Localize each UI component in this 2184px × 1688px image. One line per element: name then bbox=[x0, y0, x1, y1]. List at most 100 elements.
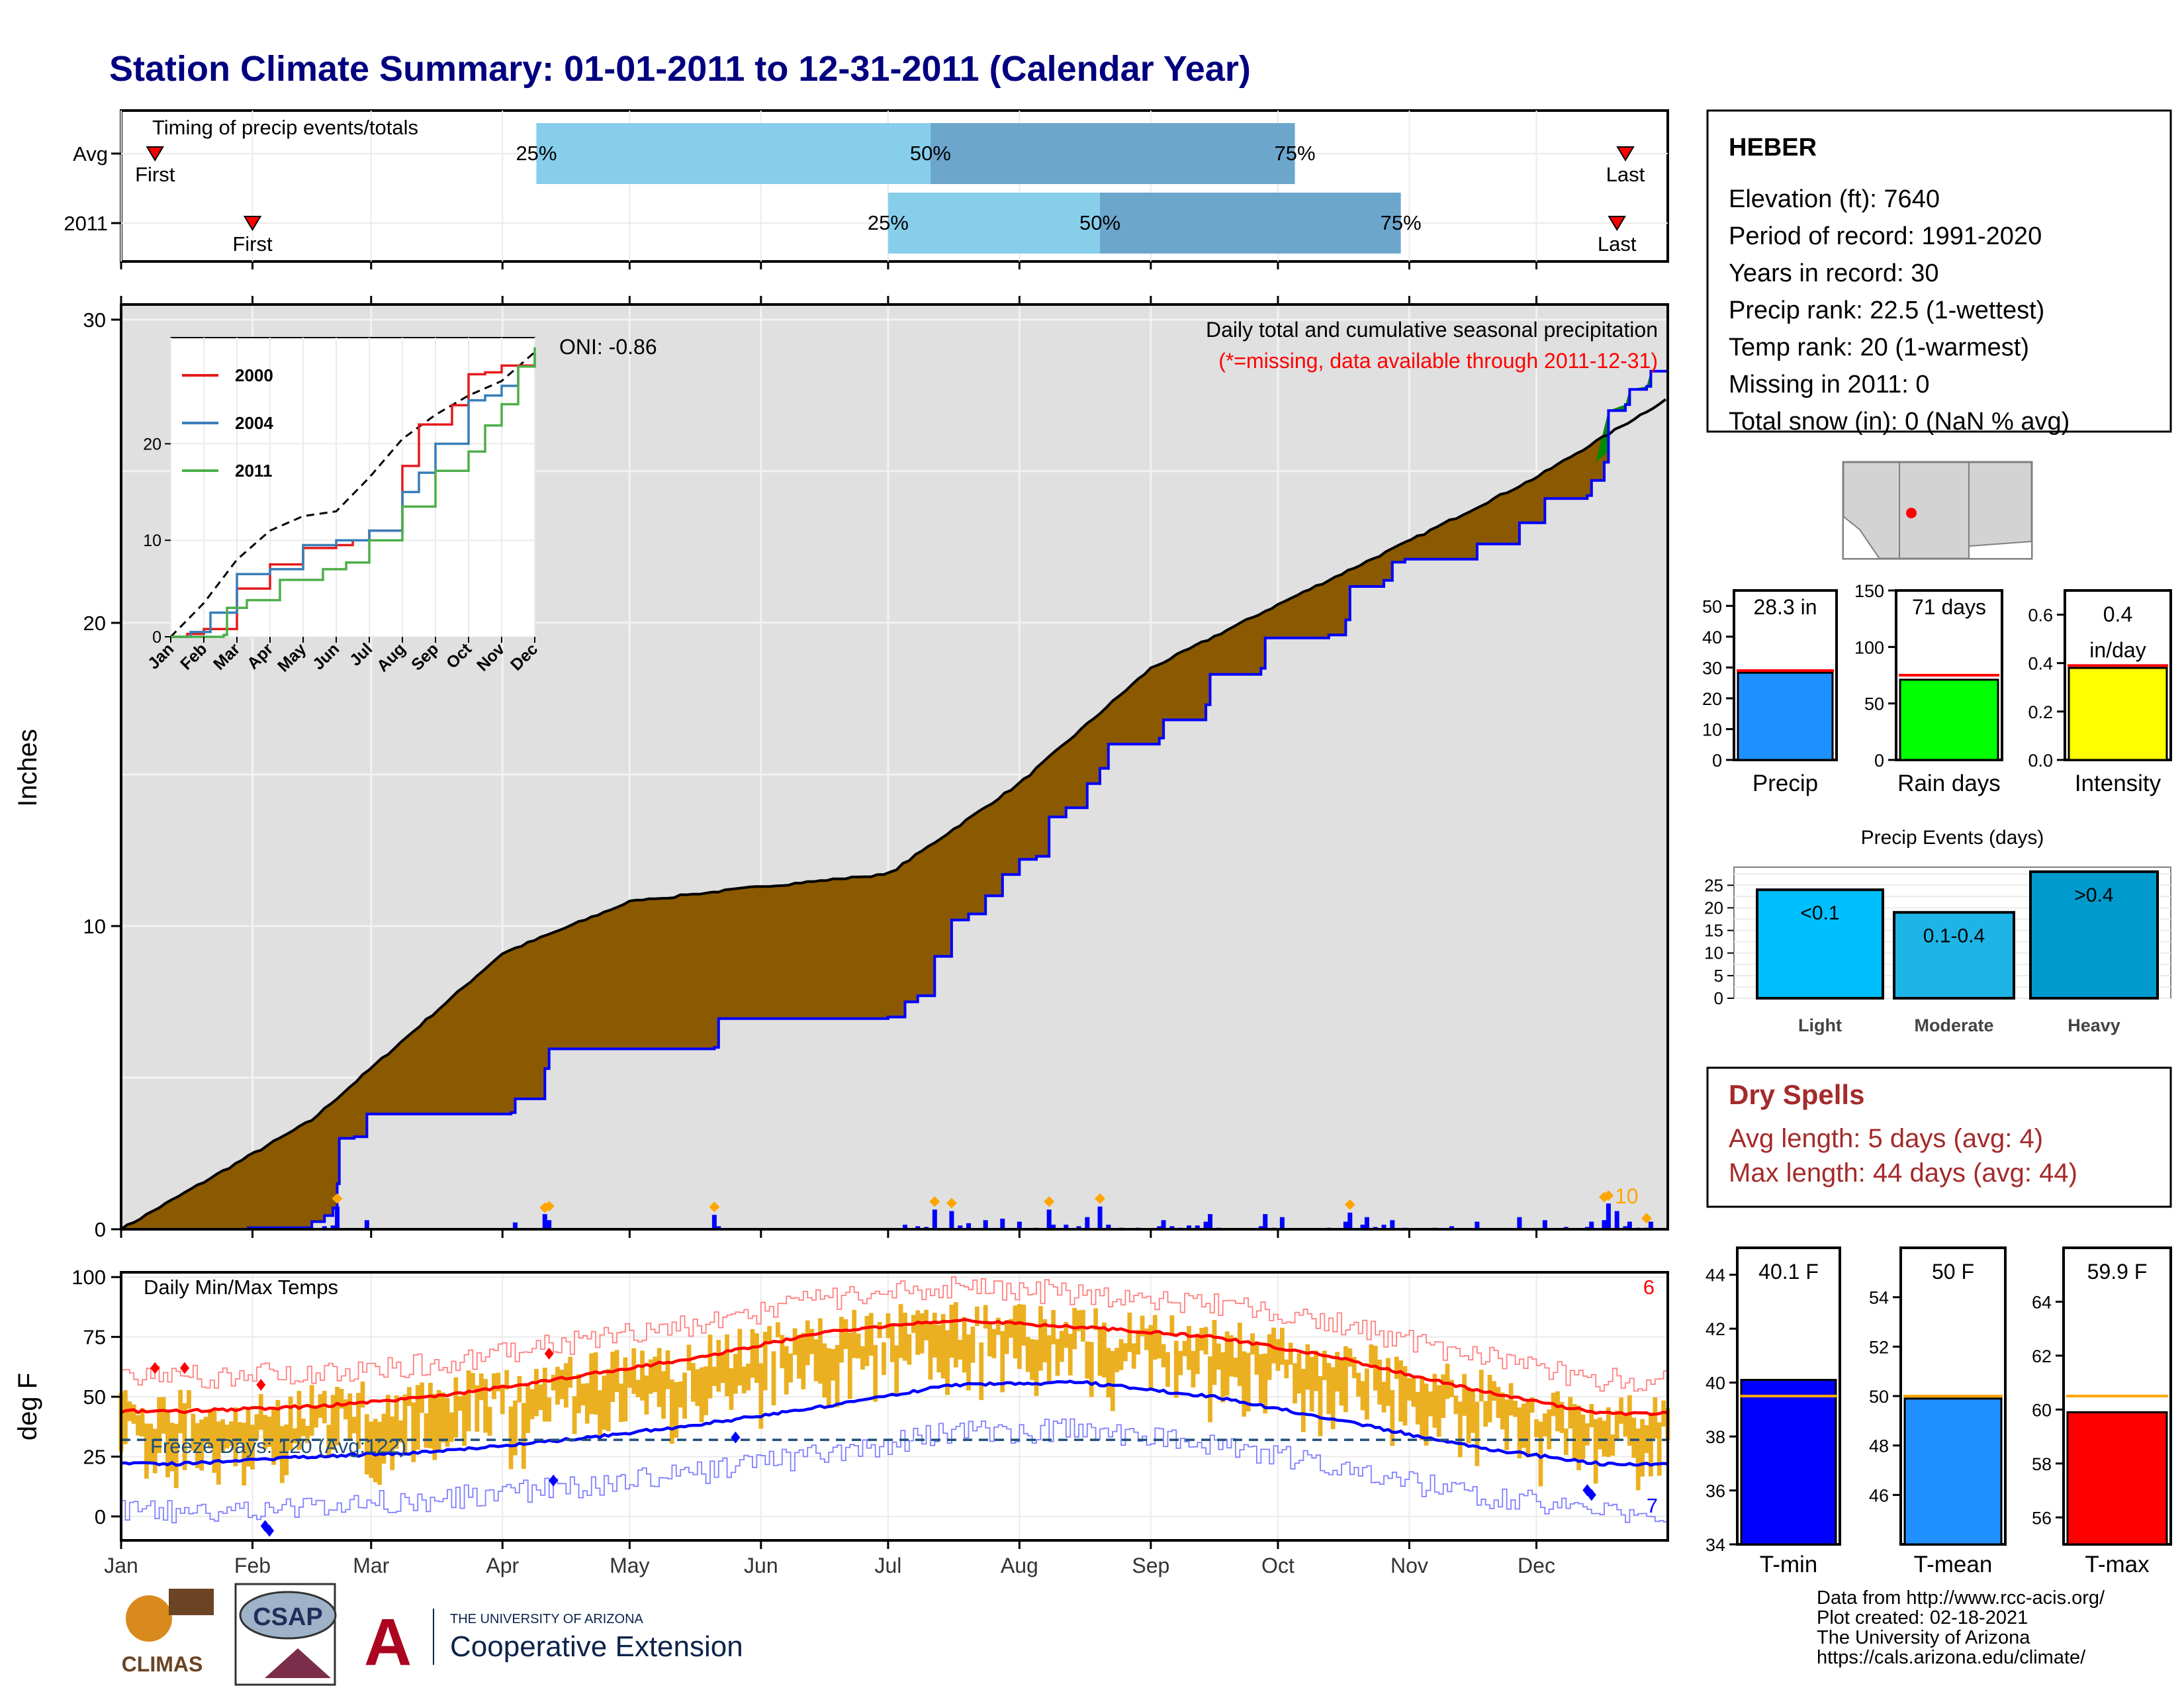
inset-legend-label: 2011 bbox=[235, 461, 272, 481]
precip-event-value-label: 0.1-0.4 bbox=[1923, 925, 1985, 947]
precip-events-tick-label: 20 bbox=[1704, 898, 1723, 917]
csap-cloud-icon bbox=[239, 1591, 337, 1640]
daily-precip-bar bbox=[958, 1225, 963, 1229]
daily-temp-bar bbox=[513, 1400, 518, 1456]
daily-precip-bar bbox=[335, 1206, 340, 1229]
inset-plot bbox=[170, 337, 535, 637]
daily-temp-bar bbox=[1060, 1331, 1064, 1362]
temp-bar-value-label: 50 F bbox=[1932, 1260, 1974, 1284]
timing-label: Timing of precip events/totals bbox=[152, 116, 418, 139]
timing-bar-q2 bbox=[536, 123, 931, 184]
daily-precip-bar bbox=[716, 1226, 721, 1229]
daily-temp-bar bbox=[606, 1369, 611, 1432]
cumulative-2011-line bbox=[121, 369, 1668, 1231]
precip-events-title: Precip Events (days) bbox=[1861, 827, 2044, 849]
precip-subtitle: Daily total and cumulative seasonal prec… bbox=[1206, 318, 1658, 342]
daily-precip-bar bbox=[1343, 1221, 1348, 1229]
daily-temp-bar bbox=[767, 1326, 772, 1342]
daily-temp-bar bbox=[551, 1374, 556, 1391]
daily-precip-bar bbox=[1195, 1225, 1200, 1229]
daily-precip-bar bbox=[330, 1225, 336, 1229]
daily-temp-bar bbox=[547, 1397, 552, 1422]
daily-precip-bar bbox=[1602, 1220, 1607, 1229]
daily-temp-bar bbox=[1529, 1397, 1535, 1413]
csap-logo-text: CSAP bbox=[253, 1603, 323, 1631]
daily-temp-bar bbox=[780, 1335, 785, 1369]
page-title: Station Climate Summary: 01-01-2011 to 1… bbox=[109, 49, 1251, 89]
mini-bar-tick-label: 20 bbox=[1702, 689, 1722, 709]
credit-line: https://cals.arizona.edu/climate/ bbox=[1817, 1647, 2086, 1668]
temp-bar-tick-label: 34 bbox=[1706, 1535, 1725, 1555]
mini-bar-unit-label: in/day bbox=[2089, 638, 2146, 662]
precip-events-tick-label: 0 bbox=[1714, 988, 1723, 1008]
climas-logo-shape bbox=[169, 1589, 214, 1615]
precip-event-value-label: >0.4 bbox=[2074, 884, 2113, 906]
deficit-area bbox=[121, 371, 1668, 1229]
precip-events-tick-label: 25 bbox=[1704, 875, 1723, 895]
daily-temp-bar bbox=[521, 1403, 526, 1469]
daily-precip-bar bbox=[1517, 1217, 1522, 1229]
daily-temp-bar bbox=[466, 1370, 471, 1432]
precip-y-tick-label: 30 bbox=[83, 308, 106, 332]
daily-temp-bar bbox=[1064, 1321, 1069, 1348]
daily-temp-bar bbox=[1152, 1315, 1158, 1360]
inset-y-tick-label: 20 bbox=[143, 435, 161, 453]
daily-temp-bar bbox=[818, 1318, 823, 1384]
daily-temp-bar bbox=[1441, 1374, 1446, 1419]
month-label: Oct bbox=[1261, 1554, 1295, 1577]
daily-temp-bar bbox=[1144, 1328, 1149, 1350]
daily-precip-bar bbox=[1589, 1221, 1594, 1229]
daily-temp-bar bbox=[1360, 1381, 1365, 1411]
daily-temp-bar bbox=[483, 1379, 488, 1433]
daily-temp-bar bbox=[445, 1397, 450, 1447]
daily-temp-bar bbox=[644, 1375, 649, 1415]
daily-temp-bar bbox=[1004, 1320, 1009, 1354]
record-low-count: 7 bbox=[1647, 1494, 1658, 1517]
daily-temp-bar bbox=[1390, 1389, 1395, 1446]
mini-bar-tick-label: 0.2 bbox=[2028, 702, 2053, 722]
daily-temp-bar bbox=[1229, 1335, 1234, 1377]
map-outside bbox=[1968, 540, 2032, 559]
daily-temp-bar bbox=[1369, 1344, 1374, 1368]
daily-temp-bar bbox=[1233, 1357, 1238, 1378]
daily-temp-bar bbox=[542, 1368, 547, 1422]
daily-temp-bar bbox=[1322, 1350, 1327, 1380]
last-marker bbox=[1608, 216, 1626, 231]
daily-temp-bar bbox=[1115, 1348, 1120, 1372]
daily-temp-bar bbox=[580, 1383, 586, 1406]
daily-precip-bar bbox=[1390, 1220, 1395, 1229]
daily-temp-bar bbox=[242, 1423, 247, 1486]
daily-precip-bar bbox=[1347, 1212, 1353, 1229]
daily-temp-bar bbox=[648, 1359, 653, 1394]
daily-temp-bar bbox=[263, 1415, 268, 1450]
daily-temp-bar bbox=[826, 1348, 831, 1409]
daily-precip-bar bbox=[1208, 1214, 1213, 1229]
daily-temp-bar bbox=[699, 1367, 704, 1423]
mini-bar-tick-label: 150 bbox=[1854, 581, 1884, 601]
oni-label: ONI: -0.86 bbox=[559, 335, 657, 359]
daily-temp-bar bbox=[1513, 1401, 1518, 1417]
daily-temp-bar bbox=[949, 1305, 954, 1358]
daily-temp-bar bbox=[716, 1340, 721, 1392]
mini-bar-tick-label: 30 bbox=[1702, 658, 1722, 678]
daily-temp-bar bbox=[296, 1391, 302, 1450]
daily-temp-bar bbox=[695, 1369, 700, 1407]
month-label: Nov bbox=[1390, 1554, 1428, 1577]
daily-temp-bar bbox=[1157, 1333, 1162, 1359]
timing-bar-q2 bbox=[887, 193, 1101, 254]
daily-temp-bar bbox=[1106, 1348, 1111, 1398]
daily-temp-bar bbox=[598, 1390, 602, 1436]
credit-line: The University of Arizona bbox=[1817, 1627, 2030, 1648]
daily-temp-bar bbox=[1339, 1360, 1344, 1406]
precip-panel-frame bbox=[120, 303, 1669, 1231]
daily-temp-bar bbox=[776, 1322, 780, 1338]
record-low-marker bbox=[731, 1431, 741, 1444]
daily-temp-bar bbox=[974, 1306, 979, 1327]
daily-temp-bar bbox=[148, 1423, 154, 1465]
daily-temp-bar bbox=[1258, 1354, 1263, 1403]
daily-precip-bar bbox=[903, 1225, 908, 1229]
daily-precip-bar bbox=[542, 1214, 547, 1229]
daily-temp-bar bbox=[1351, 1356, 1357, 1379]
daily-temp-bar bbox=[1496, 1387, 1501, 1418]
